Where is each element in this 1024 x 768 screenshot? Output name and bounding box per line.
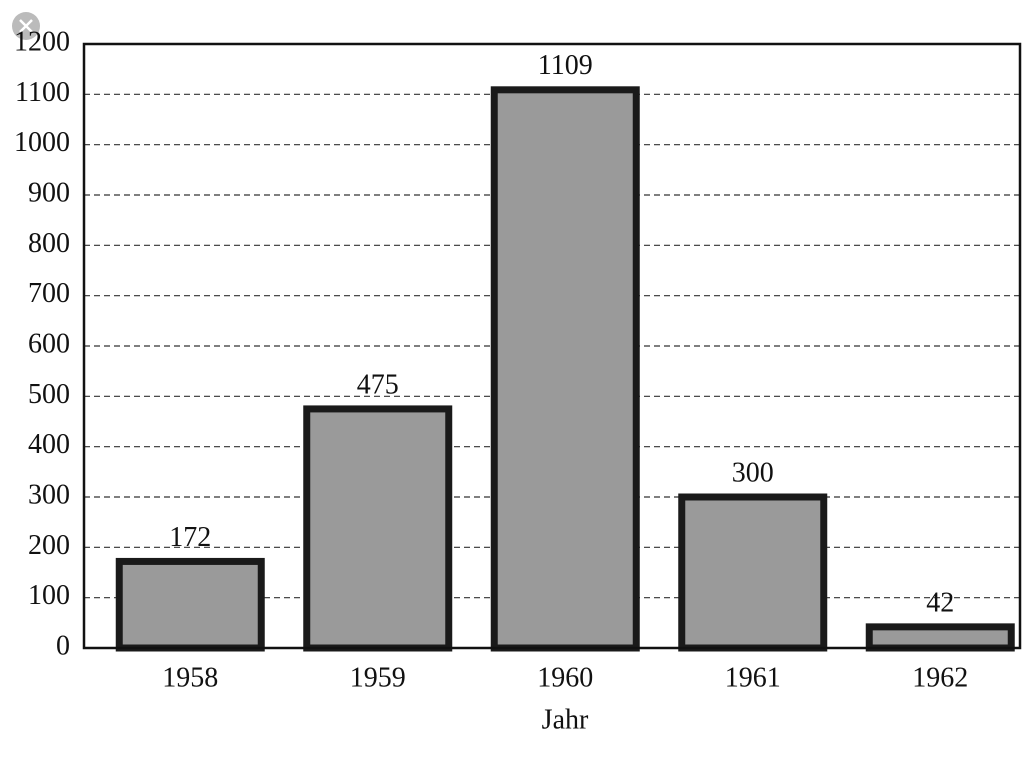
data-label: 300 <box>732 457 774 488</box>
bar <box>490 86 640 652</box>
y-tick-label: 600 <box>28 328 70 359</box>
y-tick-label: 700 <box>28 278 70 309</box>
x-tick-label: 1960 <box>537 662 593 693</box>
y-tick-label: 1100 <box>15 77 70 108</box>
x-tick-label: 1961 <box>725 662 781 693</box>
y-tick-label: 300 <box>28 479 70 510</box>
y-tick-label: 1200 <box>14 26 70 57</box>
y-tick-label: 400 <box>28 429 70 460</box>
x-tick-label: 1962 <box>912 662 968 693</box>
x-tick-label: 1958 <box>162 662 218 693</box>
y-tick-label: 500 <box>28 379 70 410</box>
data-label: 1109 <box>538 50 593 81</box>
x-axis-label: Jahr <box>542 704 589 735</box>
bar <box>678 493 828 652</box>
plot-frame <box>82 42 1022 650</box>
y-tick-label: 900 <box>28 177 70 208</box>
x-tick-label: 1959 <box>350 662 406 693</box>
data-label: 475 <box>357 369 399 400</box>
y-tick-label: 100 <box>28 580 70 611</box>
bar <box>865 623 1015 652</box>
data-label: 42 <box>926 587 954 618</box>
y-tick-label: 200 <box>28 530 70 561</box>
close-icon[interactable] <box>12 12 40 40</box>
y-tick-label: 800 <box>28 228 70 259</box>
y-tick-label: 1000 <box>14 127 70 158</box>
bar <box>115 557 265 652</box>
y-tick-label: 0 <box>56 630 70 661</box>
close-icon-cross <box>19 19 33 33</box>
data-label: 172 <box>169 522 211 553</box>
bar <box>303 405 453 652</box>
